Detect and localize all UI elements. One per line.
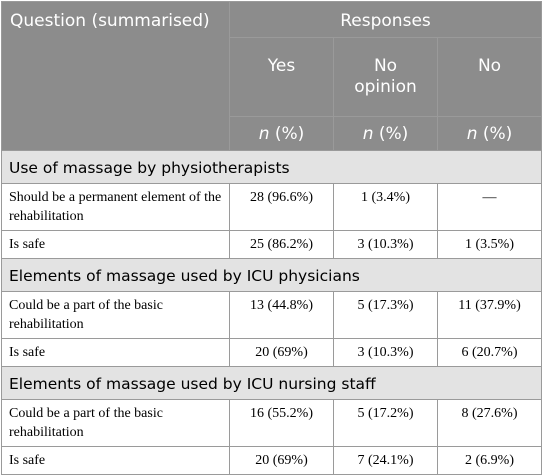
unit-pct: (%)	[373, 123, 409, 144]
row-question: Could be a part of the basic rehabilitat…	[1, 291, 230, 339]
header-yes: Yes	[229, 37, 334, 117]
cell-yes: 25 (86.2%)	[229, 230, 334, 259]
row-question: Should be a permanent element of the reh…	[1, 183, 230, 231]
cell-no: 8 (27.6%)	[436, 399, 542, 447]
unit-pct: (%)	[269, 123, 305, 144]
cell-no-opinion: 5 (17.3%)	[333, 291, 438, 339]
header-no-opinion-label: No opinion	[354, 56, 417, 97]
cell-yes: 28 (96.6%)	[229, 183, 334, 231]
cell-no: 11 (37.9%)	[436, 291, 542, 339]
table-row: Could be a part of the basic rehabilitat…	[1, 399, 542, 447]
table-row: Should be a permanent element of the reh…	[1, 183, 542, 231]
unit-n: n	[258, 123, 270, 144]
table-row: Is safe 25 (86.2%) 3 (10.3%) 1 (3.5%)	[1, 230, 542, 259]
row-question: Is safe	[1, 446, 230, 475]
row-question: Is safe	[1, 230, 230, 259]
header-unit-yes: n (%)	[229, 116, 334, 151]
table-row: Is safe 20 (69%) 3 (10.3%) 6 (20.7%)	[1, 338, 542, 367]
cell-no: 2 (6.9%)	[436, 446, 542, 475]
cell-yes: 20 (69%)	[229, 338, 334, 367]
header-responses: Responses	[228, 1, 542, 38]
row-question: Could be a part of the basic rehabilitat…	[1, 399, 230, 447]
cell-yes: 13 (44.8%)	[229, 291, 334, 339]
table-row: Is safe 20 (69%) 7 (24.1%) 2 (6.9%)	[1, 446, 542, 475]
cell-yes: 20 (69%)	[229, 446, 334, 475]
cell-no: —	[436, 183, 542, 231]
section-title: Elements of massage used by ICU physicia…	[0, 258, 542, 292]
cell-no-opinion: 1 (3.4%)	[333, 183, 438, 231]
cell-no: 6 (20.7%)	[436, 338, 542, 367]
header-no: No	[436, 37, 542, 117]
unit-pct: (%)	[477, 123, 513, 144]
header-unit-no-opinion: n (%)	[333, 116, 438, 151]
section-header: Use of massage by physiotherapists	[0, 150, 542, 184]
section-title: Use of massage by physiotherapists	[0, 150, 542, 184]
section-title: Elements of massage used by ICU nursing …	[0, 366, 542, 400]
cell-yes: 16 (55.2%)	[229, 399, 334, 447]
cell-no: 1 (3.5%)	[436, 230, 542, 259]
unit-n: n	[362, 123, 374, 144]
cell-no-opinion: 3 (10.3%)	[333, 338, 438, 367]
cell-no-opinion: 5 (17.2%)	[333, 399, 438, 447]
unit-n: n	[466, 123, 478, 144]
table-row: Could be a part of the basic rehabilitat…	[1, 291, 542, 339]
cell-no-opinion: 3 (10.3%)	[333, 230, 438, 259]
section-header: Elements of massage used by ICU physicia…	[0, 258, 542, 292]
row-question: Is safe	[1, 338, 230, 367]
header-question: Question (summarised)	[1, 1, 230, 151]
header-no-opinion: No opinion	[333, 37, 438, 117]
header-unit-no: n (%)	[436, 116, 542, 151]
cell-no-opinion: 7 (24.1%)	[333, 446, 438, 475]
section-header: Elements of massage used by ICU nursing …	[0, 366, 542, 400]
